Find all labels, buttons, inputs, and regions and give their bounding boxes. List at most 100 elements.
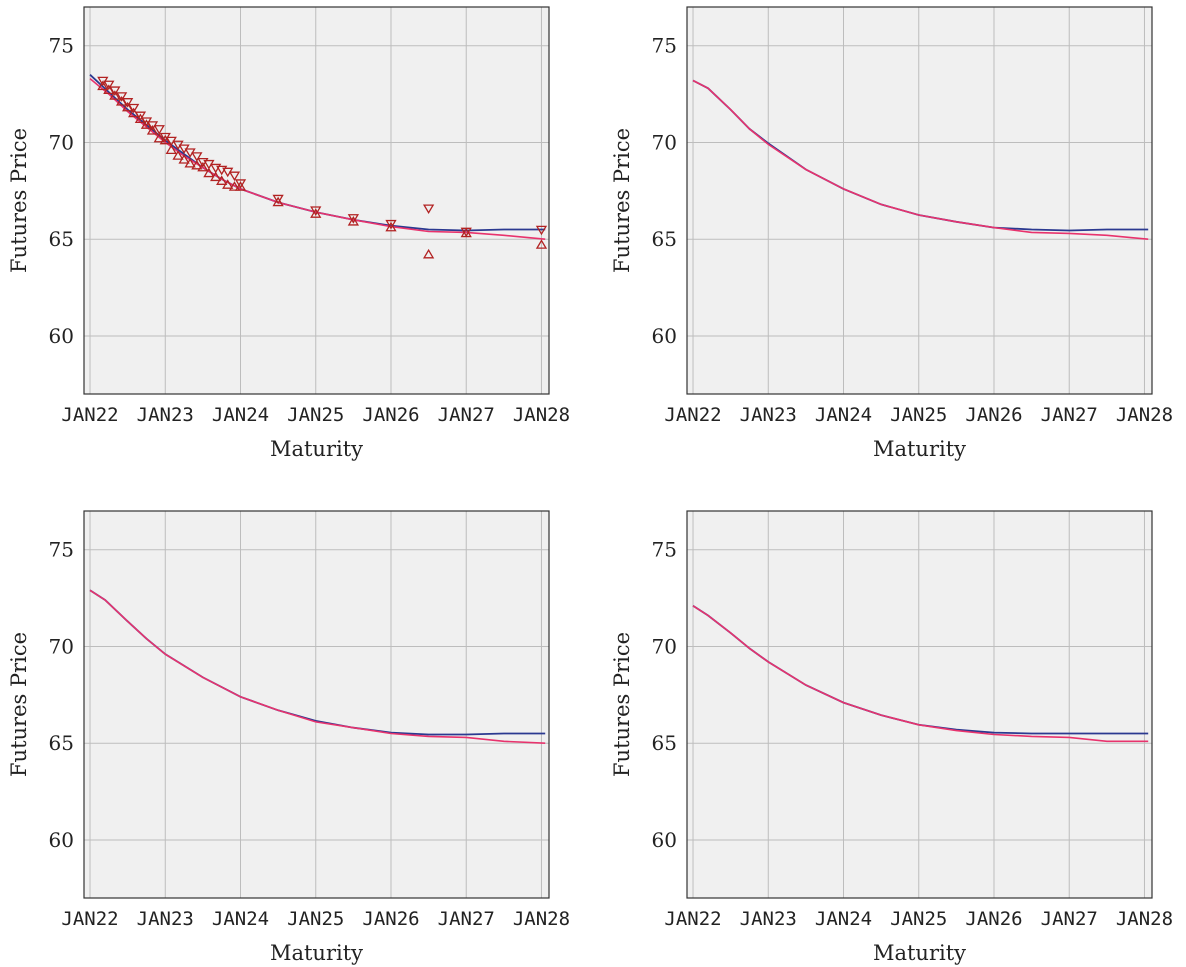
- marker-up: [115, 96, 128, 106]
- series-line-2: [692, 79, 1149, 240]
- marker-up: [140, 119, 153, 129]
- x-tick-label: JAN22: [664, 404, 721, 426]
- y-tick-label: 75: [49, 538, 74, 562]
- x-tick-label: JAN25: [890, 404, 947, 426]
- y-tick-label: 65: [652, 731, 677, 755]
- x-tick-label: JAN26: [965, 404, 1022, 426]
- x-axis-label: Maturity: [270, 941, 363, 965]
- y-tick-label: 70: [652, 130, 677, 154]
- marker-up: [347, 216, 360, 226]
- x-axis-label: Maturity: [873, 437, 966, 461]
- marker-up: [159, 134, 171, 145]
- x-tick-label: JAN24: [815, 404, 872, 426]
- marker-up: [197, 161, 209, 172]
- series-line-2: [89, 589, 546, 744]
- chart-panel-1: 60 65 70 75 JAN22 JAN23 JAN24 JAN25 JAN26 JAN27 JA…: [7, 6, 570, 461]
- x-tick-label: JAN23: [740, 908, 797, 930]
- marker-down: [103, 80, 115, 91]
- x-tick-label: JAN26: [362, 908, 419, 930]
- marker-up: [178, 154, 190, 164]
- x-tick-label: JAN28: [1116, 404, 1173, 426]
- plot-background: [687, 511, 1152, 898]
- marker-up: [203, 167, 215, 178]
- chart-panel-2: 60 65 70 75 JAN22 JAN23 JAN24 JAN25 JAN26 JAN27 JA…: [610, 6, 1173, 461]
- y-tick-label: 60: [49, 828, 74, 852]
- y-tick-label: 75: [652, 34, 677, 58]
- x-tick-label: JAN23: [740, 404, 797, 426]
- y-tick-label: 75: [652, 538, 677, 562]
- x-tick-label: JAN24: [212, 908, 269, 930]
- marker-down: [153, 125, 165, 135]
- y-tick-label: 75: [49, 34, 74, 58]
- y-tick-label: 60: [652, 324, 677, 348]
- marker-up: [210, 171, 222, 182]
- x-tick-label: JAN26: [362, 404, 419, 426]
- plot-frame: [686, 510, 1153, 899]
- plot-frame: [83, 6, 550, 395]
- x-axis-label: Maturity: [873, 941, 966, 965]
- x-tick-label: JAN27: [1041, 404, 1098, 426]
- y-tick-label: 70: [49, 634, 74, 658]
- x-tick-label: JAN22: [61, 908, 118, 930]
- x-tick-label: JAN22: [61, 404, 118, 426]
- marker-down: [422, 204, 435, 215]
- marker-up: [234, 181, 247, 191]
- x-tick-label: JAN27: [1041, 908, 1098, 930]
- x-tick-label: JAN27: [438, 404, 495, 426]
- x-tick-label: JAN28: [513, 908, 570, 930]
- plot-frame: [83, 510, 550, 899]
- y-tick-label: 60: [652, 828, 677, 852]
- x-tick-label: JAN23: [137, 908, 194, 930]
- y-axis-label: Futures Price: [7, 632, 31, 777]
- marker-up: [385, 221, 397, 232]
- plot-background: [84, 7, 549, 394]
- plot-background: [84, 511, 549, 898]
- plot-frame: [686, 6, 1153, 395]
- y-tick-label: 60: [49, 324, 74, 348]
- y-axis-label: Futures Price: [610, 632, 634, 777]
- x-tick-label: JAN24: [815, 908, 872, 930]
- marker-down: [385, 219, 397, 230]
- marker-up: [191, 159, 203, 170]
- marker-down: [535, 225, 548, 236]
- marker-up: [184, 157, 196, 168]
- marker-up: [172, 150, 184, 160]
- y-tick-label: 65: [652, 227, 677, 251]
- y-tick-label: 65: [49, 731, 74, 755]
- x-tick-label: JAN25: [287, 404, 344, 426]
- marker-up: [222, 179, 234, 189]
- marker-up: [109, 90, 121, 100]
- x-tick-label: JAN24: [212, 404, 269, 426]
- y-tick-label: 65: [49, 227, 74, 251]
- marker-up: [228, 181, 241, 191]
- marker-up: [535, 239, 548, 249]
- marker-down: [272, 194, 284, 205]
- marker-up: [97, 80, 109, 91]
- marker-up: [272, 196, 284, 207]
- marker-up: [146, 125, 159, 135]
- y-tick-label: 70: [652, 634, 677, 658]
- plot-background: [687, 7, 1152, 394]
- marker-up: [134, 113, 147, 124]
- marker-down: [191, 152, 203, 162]
- chart-panel-4: 60 65 70 75 JAN22 JAN23 JAN24 JAN25 JAN26 JAN27 JA…: [610, 510, 1173, 965]
- x-axis-label: Maturity: [270, 437, 363, 461]
- marker-up: [460, 227, 472, 238]
- marker-up: [165, 144, 177, 154]
- marker-down: [115, 92, 128, 102]
- x-tick-label: JAN25: [890, 908, 947, 930]
- marker-up: [216, 175, 228, 185]
- x-tick-label: JAN23: [137, 404, 194, 426]
- x-tick-label: JAN22: [664, 908, 721, 930]
- marker-up: [122, 101, 134, 112]
- marker-down: [234, 179, 247, 189]
- y-axis-label: Futures Price: [610, 128, 634, 273]
- marker-up: [422, 248, 435, 259]
- y-tick-label: 70: [49, 130, 74, 154]
- series-line-2: [692, 605, 1149, 743]
- x-tick-label: JAN26: [965, 908, 1022, 930]
- x-tick-label: JAN28: [1116, 908, 1173, 930]
- x-tick-label: JAN28: [513, 404, 570, 426]
- marker-down: [310, 206, 322, 216]
